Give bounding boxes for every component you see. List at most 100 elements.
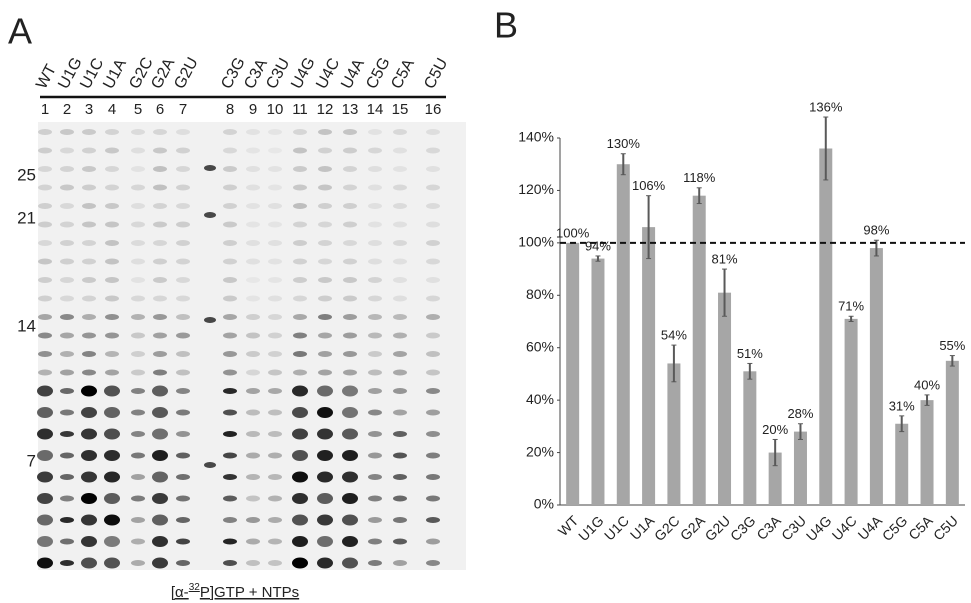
gel-band [152,428,168,440]
gel-band [204,212,216,218]
gel-band [176,203,190,209]
bar [945,360,959,505]
lane-number: 4 [108,101,116,118]
gel-band [60,452,74,459]
gel-band [131,388,145,394]
gel-band [426,203,440,209]
gel-band [246,314,260,320]
gel-band [60,560,74,566]
gel-band [176,184,190,191]
gel-band [343,129,357,135]
gel-band [105,258,119,265]
gel-band [204,165,216,171]
gel-band [292,428,308,440]
x-tick-label: G2A [677,512,709,544]
gel-band [293,147,307,154]
lane-number: 7 [179,101,187,118]
gel-band [343,147,357,154]
gel-band [426,314,440,320]
gel-band [368,431,382,437]
gel-band [426,474,440,480]
gel-band [393,295,407,302]
gel-band [368,129,382,135]
gel-band [268,314,282,320]
gel-band [317,450,333,461]
gel-band [317,385,333,397]
gel-band [246,277,260,283]
bar-chart: 0%20%40%60%80%100%120%140%100%WT94%U1G13… [518,99,966,544]
gel-band [223,147,237,154]
gel-band [223,369,237,376]
gel-band [60,240,74,246]
gel-band [246,452,260,459]
gel-band [38,129,52,135]
gel-band [176,258,190,265]
gel-band [131,129,145,135]
value-label: 81% [712,252,738,267]
gel-band [38,369,52,376]
lane-number: 11 [292,101,308,118]
gel-band [37,450,53,461]
value-label: 51% [737,346,763,361]
gel-band [152,450,168,461]
y-tick-label: 100% [518,234,554,250]
caption-text: P]GTP + NTPs [200,584,299,601]
lane-number: 5 [134,101,142,118]
gel-band [393,147,407,154]
gel-band [317,407,333,418]
gel-band [268,431,282,437]
gel-band [426,560,440,566]
gel-band [393,221,407,228]
gel-band [342,536,358,547]
gel-band [176,129,190,135]
gel-band [131,495,145,502]
gel-band [426,495,440,502]
gel-band [426,452,440,459]
gel-band [343,295,357,302]
gel-band [131,240,145,246]
gel-band [38,203,52,209]
gel-band [176,221,190,228]
gel-band [268,203,282,209]
value-label: 98% [863,223,889,238]
gel-band [60,538,74,545]
gel-band [153,203,167,209]
gel-band [246,129,260,135]
gel-band [131,517,145,523]
gel-band [368,560,382,566]
gel-band [426,240,440,246]
gel-band [60,409,74,416]
gel-band [176,332,190,339]
gel-band [105,295,119,302]
bar [642,227,656,505]
gel-band [204,317,216,323]
gel-band [223,351,237,357]
gel-band [176,295,190,302]
gel-band [318,277,332,283]
gel-band [368,517,382,523]
gel-band [37,471,53,483]
x-tick-label: C3G [727,512,759,544]
gel-band [131,221,145,228]
gel-band [152,493,168,504]
gel-band [343,166,357,172]
gel-band [131,166,145,172]
value-label: 55% [939,338,965,353]
lane-number: 14 [367,101,384,118]
gel-band [153,351,167,357]
gel-band [176,560,190,566]
gel-band [368,221,382,228]
gel-band [82,258,96,265]
value-label: 40% [914,377,940,392]
gel-band [393,240,407,246]
gel-band [368,166,382,172]
gel-band [318,351,332,357]
value-label: 20% [762,422,788,437]
gel-band [153,147,167,154]
gel-band [268,388,282,394]
gel-band [246,409,260,416]
gel-band [268,517,282,523]
gel-band [223,538,237,545]
gel-band [37,514,53,526]
gel-band [60,295,74,302]
